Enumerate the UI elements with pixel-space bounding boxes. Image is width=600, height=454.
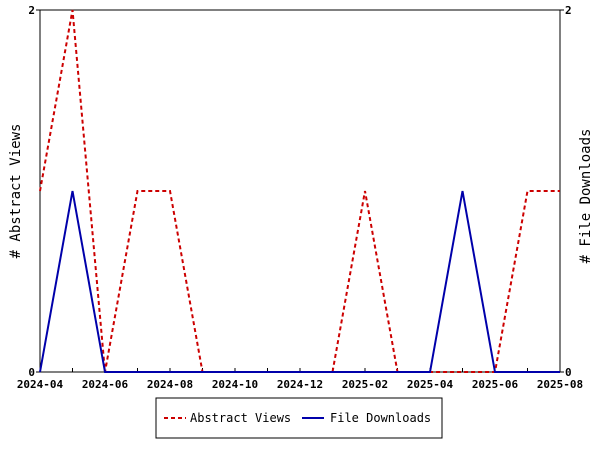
right-y-axis: 02 [560, 4, 572, 379]
left-axis-title: # Abstract Views [8, 124, 24, 259]
x-tick-label: 2025-04 [407, 378, 454, 391]
left-y-axis: 02 [28, 4, 40, 379]
series-layer [39, 9, 560, 373]
x-tick-label: 2024-10 [212, 378, 258, 391]
legend-label-file-downloads: File Downloads [330, 411, 431, 425]
plot-area [39, 9, 561, 373]
right-y-tick-label: 0 [565, 366, 572, 379]
right-axis-title: # File Downloads [578, 129, 594, 264]
left-y-tick-label: 0 [28, 366, 35, 379]
right-y-tick-label: 2 [565, 4, 572, 17]
x-tick-label: 2025-08 [537, 378, 583, 391]
x-tick-label: 2024-04 [17, 378, 64, 391]
x-tick-label: 2025-02 [342, 378, 388, 391]
left-y-tick-label: 2 [28, 4, 35, 17]
x-tick-label: 2024-12 [277, 378, 323, 391]
x-tick-label: 2024-08 [147, 378, 193, 391]
x-tick-label: 2025-06 [472, 378, 519, 391]
x-tick-label: 2024-06 [82, 378, 129, 391]
legend-box [155, 397, 443, 439]
legend-label-abstract-views: Abstract Views [190, 411, 291, 425]
legend: Abstract Views File Downloads [155, 397, 443, 439]
series-line-file-downloads [39, 190, 560, 373]
